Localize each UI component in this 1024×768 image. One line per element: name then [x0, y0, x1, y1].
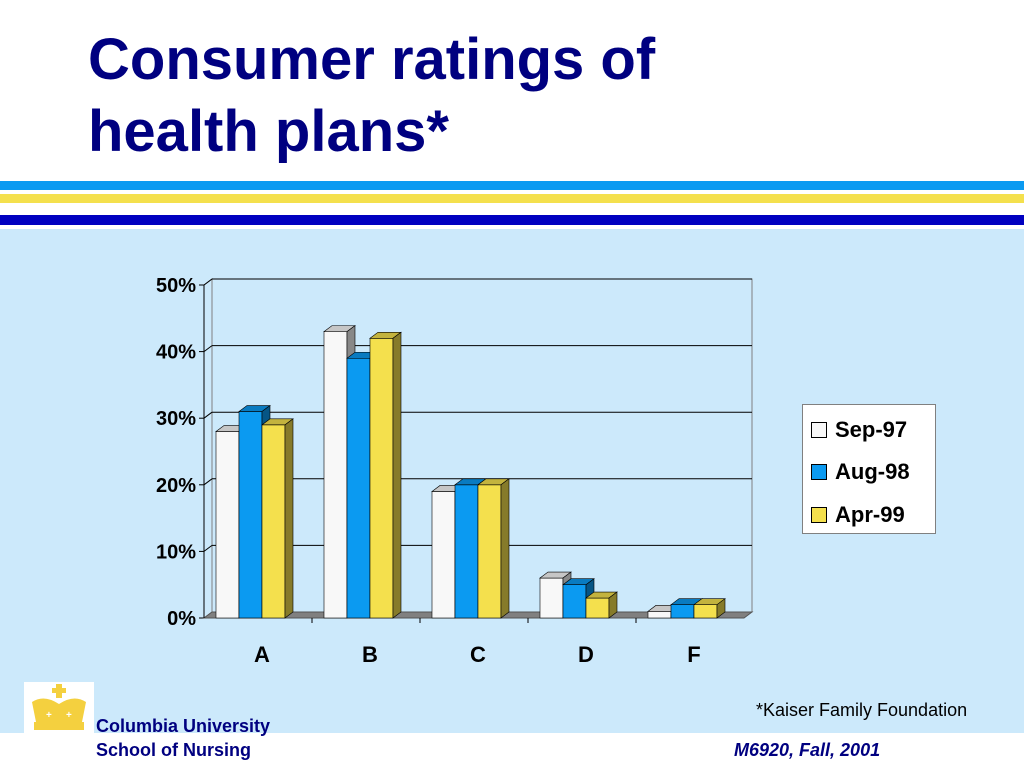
bar	[431, 491, 456, 619]
bar	[670, 604, 695, 619]
gridline-side	[203, 545, 213, 552]
bar-side	[392, 331, 402, 619]
bar-side	[716, 598, 726, 619]
title-line-2: health plans*	[88, 99, 449, 164]
bar	[323, 331, 348, 619]
gridline-side	[203, 478, 213, 486]
bar	[454, 484, 479, 619]
legend-swatch-series-2	[811, 464, 827, 480]
svg-text:+: +	[66, 710, 72, 721]
bar	[238, 411, 263, 619]
source-note: *Kaiser Family Foundation	[756, 700, 968, 720]
bar	[539, 577, 564, 619]
x-tick-label: F	[687, 642, 700, 667]
slide-title: Consumer ratings of health plans*	[88, 24, 988, 168]
y-tick-label: 20%	[156, 475, 196, 497]
course-label: M6920, Fall, 2001	[734, 740, 881, 760]
y-tick-label: 10%	[156, 541, 196, 563]
stripe-navy	[0, 215, 1024, 225]
legend-swatch-series-3	[811, 507, 827, 523]
svg-text:+: +	[46, 710, 52, 721]
institution-school: School of Nursing	[96, 740, 251, 760]
bar	[477, 484, 502, 619]
gridline-side	[203, 345, 213, 353]
x-tick-label: A	[254, 642, 270, 667]
legend-item-series-3: Apr-99	[811, 502, 905, 528]
legend-label-series-3: Apr-99	[835, 502, 905, 527]
gridline-side	[203, 411, 213, 419]
y-tick-label: 50%	[156, 275, 196, 297]
gridline-side	[203, 278, 213, 286]
y-tick-label: 40%	[156, 342, 196, 364]
bar	[647, 611, 672, 619]
legend-label-series-2: Aug-98	[835, 459, 910, 484]
bar	[346, 357, 371, 619]
legend-label-series-1: Sep-97	[835, 417, 908, 442]
side-wall	[203, 278, 213, 619]
bar	[585, 597, 610, 619]
bar	[261, 424, 286, 619]
legend-item-series-1: Sep-97	[811, 417, 907, 443]
stripe-yellow	[0, 194, 1024, 203]
legend-item-series-2: Aug-98	[811, 459, 910, 485]
bar-side	[608, 591, 618, 619]
title-line-1: Consumer ratings of	[88, 27, 656, 92]
bar	[369, 337, 394, 619]
bar	[562, 584, 587, 619]
x-tick-label: B	[362, 642, 378, 667]
legend-swatch-series-1	[811, 422, 827, 438]
bar-side	[284, 418, 294, 619]
y-tick-label: 0%	[167, 608, 196, 630]
y-tick-label: 30%	[156, 408, 196, 430]
crown-icon: + +	[24, 682, 94, 734]
bar	[693, 604, 718, 619]
bar-side	[500, 478, 510, 619]
institution-name: Columbia University	[96, 716, 271, 736]
bar	[215, 431, 240, 619]
chart-legend: Sep-97 Aug-98 Apr-99	[802, 404, 936, 534]
stripe-blue	[0, 181, 1024, 190]
x-tick-label: D	[578, 642, 594, 667]
x-tick-label: C	[470, 642, 486, 667]
